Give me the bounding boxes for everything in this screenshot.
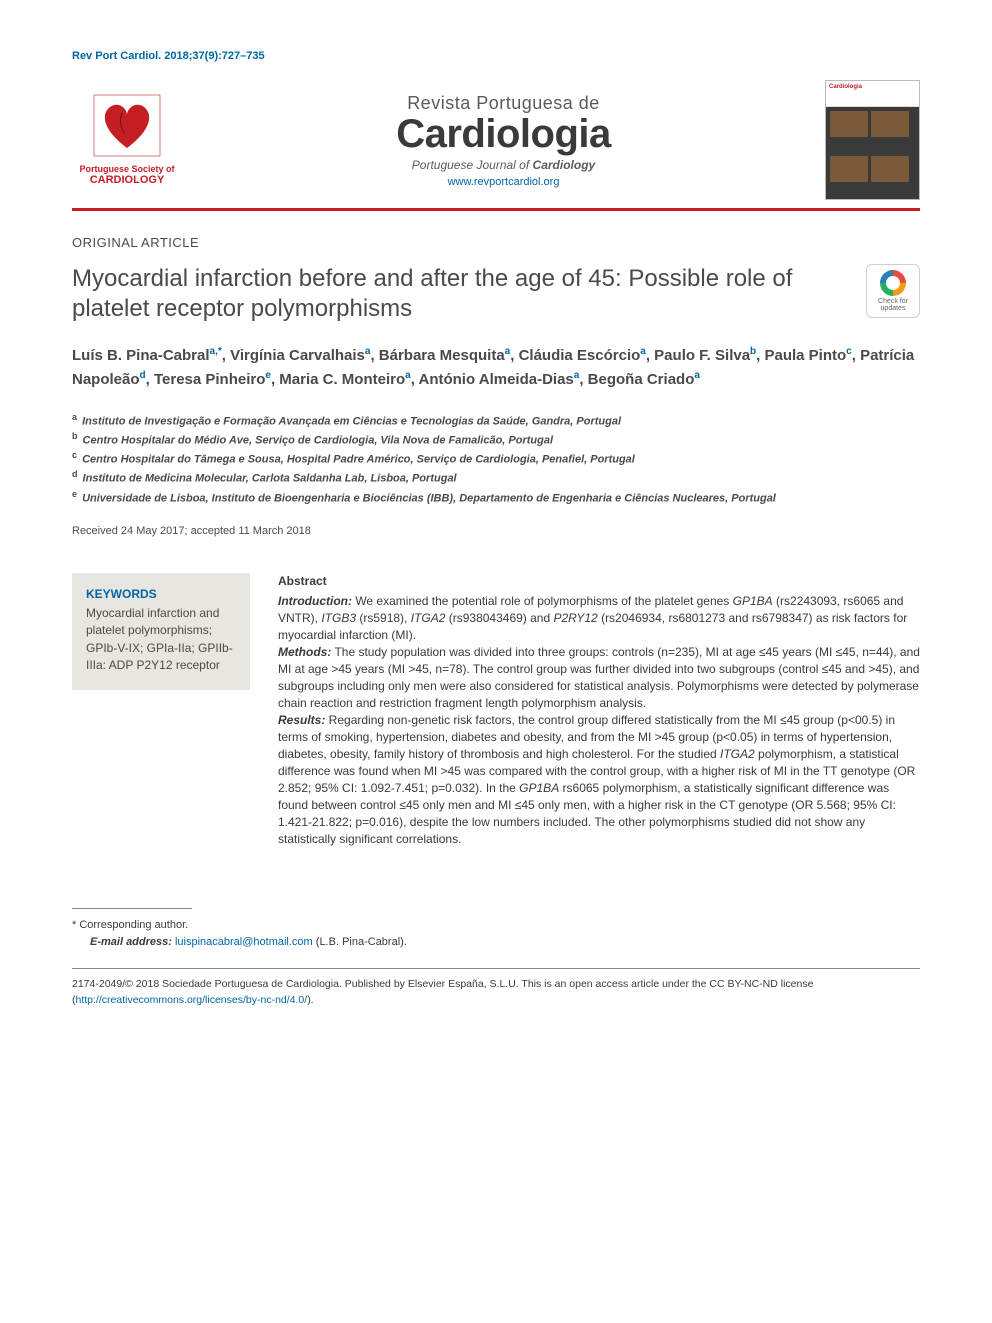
abstract-results-text: Regarding non-genetic risk factors, the … bbox=[278, 713, 915, 846]
abstract-intro-text: We examined the potential role of polymo… bbox=[278, 594, 907, 642]
citation-line: Rev Port Cardiol. 2018;37(9):727–735 bbox=[72, 50, 920, 62]
abstract-results-label: Results: bbox=[278, 713, 325, 727]
abstract-results: Results: Regarding non-genetic risk fact… bbox=[278, 712, 920, 848]
journal-subtitle: Portuguese Journal of Cardiology bbox=[182, 158, 825, 172]
cover-thumb-image bbox=[871, 111, 909, 137]
footnote-divider bbox=[72, 908, 192, 909]
affiliation-item: c Centro Hospitalar do Tâmega e Sousa, H… bbox=[72, 449, 920, 468]
corr-label: * Corresponding author. bbox=[72, 917, 920, 934]
title-row: Myocardial infarction before and after t… bbox=[72, 264, 920, 324]
crossmark-text-2: updates bbox=[881, 305, 906, 312]
society-name: Portuguese Society of CARDIOLOGY bbox=[72, 164, 182, 188]
cover-thumb-body bbox=[826, 107, 919, 200]
cover-thumb-image bbox=[830, 156, 868, 182]
journal-subtitle-prefix: Portuguese Journal of bbox=[412, 158, 533, 172]
crossmark-icon bbox=[880, 270, 906, 296]
corr-email-label: E-mail address: bbox=[90, 936, 172, 948]
abstract-methods-text: The study population was divided into th… bbox=[278, 645, 920, 710]
cover-thumb-image bbox=[871, 156, 909, 182]
abstract-intro-label: Introduction: bbox=[278, 594, 352, 608]
corr-name: (L.B. Pina-Cabral). bbox=[316, 936, 407, 948]
affiliation-item: b Centro Hospitalar do Médio Ave, Serviç… bbox=[72, 430, 920, 449]
copyright-divider bbox=[72, 968, 920, 969]
article-type: ORIGINAL ARTICLE bbox=[72, 235, 920, 250]
journal-cover-thumbnail: Cardiologia bbox=[825, 80, 920, 200]
society-line2: CARDIOLOGY bbox=[72, 174, 182, 187]
issn: 2174-2049/ bbox=[72, 978, 125, 990]
keywords-heading: KEYWORDS bbox=[86, 587, 236, 601]
authors-list: Luís B. Pina-Cabrala,*, Virgínia Carvalh… bbox=[72, 344, 920, 391]
crossmark-text-1: Check for bbox=[878, 298, 908, 305]
body-grid: KEYWORDS Myocardial infarction and plate… bbox=[72, 573, 920, 849]
society-logo-block: Portuguese Society of CARDIOLOGY bbox=[72, 93, 182, 188]
society-line1: Portuguese Society of bbox=[72, 164, 182, 175]
copyright-closing: ). bbox=[307, 994, 313, 1006]
affiliations-list: a Instituto de Investigação e Formação A… bbox=[72, 411, 920, 507]
corr-email-link[interactable]: luispinacabral@hotmail.com bbox=[175, 936, 313, 948]
journal-title-line2: Cardiologia bbox=[182, 114, 825, 154]
keywords-box: KEYWORDS Myocardial infarction and plate… bbox=[72, 573, 250, 691]
abstract-heading: Abstract bbox=[278, 573, 920, 590]
heart-logo-icon bbox=[92, 93, 162, 158]
masthead: Portuguese Society of CARDIOLOGY Revista… bbox=[72, 80, 920, 200]
cover-thumb-image bbox=[830, 111, 868, 137]
copyright-block: 2174-2049/© 2018 Sociedade Portuguesa de… bbox=[72, 977, 920, 1009]
abstract-methods: Methods: The study population was divide… bbox=[278, 644, 920, 712]
abstract-intro: Introduction: We examined the potential … bbox=[278, 593, 920, 644]
abstract-block: Abstract Introduction: We examined the p… bbox=[278, 573, 920, 849]
red-divider bbox=[72, 208, 920, 211]
article-title: Myocardial infarction before and after t… bbox=[72, 264, 846, 324]
journal-subtitle-bold: Cardiology bbox=[533, 158, 596, 172]
crossmark-badge[interactable]: Check for updates bbox=[866, 264, 920, 318]
cover-thumb-title: Cardiologia bbox=[826, 81, 919, 107]
journal-url[interactable]: www.revportcardiol.org bbox=[182, 176, 825, 188]
affiliation-item: d Instituto de Medicina Molecular, Carlo… bbox=[72, 468, 920, 487]
affiliation-item: a Instituto de Investigação e Formação A… bbox=[72, 411, 920, 430]
journal-title-block: Revista Portuguesa de Cardiologia Portug… bbox=[182, 93, 825, 188]
keywords-list: Myocardial infarction and platelet polym… bbox=[86, 605, 236, 675]
article-dates: Received 24 May 2017; accepted 11 March … bbox=[72, 525, 920, 537]
license-link[interactable]: http://creativecommons.org/licenses/by-n… bbox=[76, 994, 308, 1006]
journal-title-line1: Revista Portuguesa de bbox=[182, 93, 825, 114]
corresponding-author: * Corresponding author. E-mail address: … bbox=[72, 917, 920, 950]
abstract-methods-label: Methods: bbox=[278, 645, 331, 659]
affiliation-item: e Universidade de Lisboa, Instituto de B… bbox=[72, 488, 920, 507]
